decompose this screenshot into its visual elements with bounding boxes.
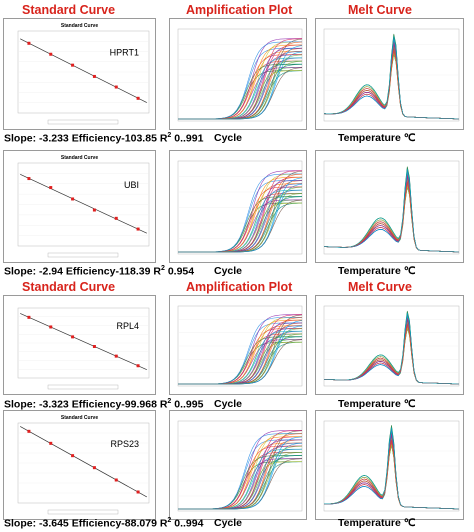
standard-curve-panel-4: Standard Curve RPS23 (3, 410, 156, 520)
r2-superscript-4: 2 (167, 517, 172, 524)
gene-label-1: HPRT1 (110, 48, 139, 58)
standard-curve-panel-2: Standard Curve UBI (3, 150, 156, 263)
melt-curve-2-24 (324, 168, 460, 253)
gene-label-3: RPL4 (116, 321, 139, 331)
melt-curve-3-24 (323, 313, 460, 385)
temperature-label-1: Temperature ℃ (338, 132, 416, 144)
amplification-panel-4 (169, 410, 307, 520)
temperature-label-4: Temperature ℃ (338, 517, 416, 529)
std-point-4-2 (49, 441, 53, 445)
r2-superscript-1: 2 (167, 132, 172, 139)
std-point-4-4 (92, 466, 96, 470)
melt-svg-2 (323, 160, 460, 255)
std-chart-title-2: Standard Curve (61, 155, 98, 161)
amplification-svg-3 (177, 305, 303, 387)
amplification-panel-1 (169, 18, 307, 130)
std-chart-title-1: Standard Curve (61, 23, 98, 29)
amplification-svg-2 (177, 160, 303, 255)
std-point-2-1 (27, 177, 31, 181)
slope-caption-2: Slope: -2.94 Efficiency-118.39 R2 0.954 (4, 265, 194, 278)
amplification-plot-header-1: Amplification Plot (186, 3, 293, 17)
melt-panel-1 (315, 18, 464, 130)
std-point-1-5 (114, 85, 118, 89)
std-point-2-5 (114, 216, 118, 220)
slope-text-3: Slope: -3.323 Efficiency-99.968 R (4, 398, 168, 411)
amplification-panel-3 (169, 295, 307, 395)
std-point-3-4 (92, 345, 96, 348)
r2-superscript-2: 2 (161, 265, 165, 272)
slope-caption-3: Slope: -3.323 Efficiency-99.968 R2 0..99… (4, 398, 203, 411)
std-point-1-6 (136, 96, 140, 100)
melt-svg-3 (323, 305, 460, 387)
slope-caption-4: Slope: -3.645 Efficiency-88.079 R2 0..99… (4, 517, 203, 530)
standard-curve-header-3: Standard Curve (22, 280, 116, 294)
standard-curve-svg-2: Standard Curve UBI (17, 155, 150, 258)
std-point-3-2 (49, 325, 53, 329)
std-point-4-6 (136, 490, 140, 494)
fit-line-3 (20, 313, 147, 371)
std-point-1-4 (92, 74, 96, 78)
melt-curve-header-3: Melt Curve (348, 280, 412, 294)
slope-text-4: Slope: -3.645 Efficiency-88.079 R (4, 517, 168, 530)
std-point-1-1 (27, 41, 31, 45)
melt-panel-3 (315, 295, 464, 395)
slope-text-1: Slope: -3.233 Efficiency-103.85 R (4, 132, 168, 145)
gene-label-4: RPS23 (110, 439, 139, 449)
amp-curve-4-32 (178, 436, 303, 510)
standard-curve-svg-3: RPL4 (17, 307, 150, 390)
fit-line-4 (20, 426, 147, 498)
amplification-svg-1 (177, 28, 303, 122)
fit-line-2 (20, 173, 147, 234)
melt-panel-4 (315, 410, 464, 520)
standard-curve-svg-1: Standard Curve HPRT1 (17, 23, 150, 125)
standard-curve-panel-1: Standard Curve HPRT1 (3, 18, 156, 130)
std-point-3-6 (136, 364, 140, 368)
slope-text-2: Slope: -2.94 Efficiency-118.39 R (4, 265, 161, 278)
std-point-2-2 (49, 186, 53, 190)
amp-curve-2-32 (178, 177, 303, 253)
melt-svg-1 (323, 28, 460, 122)
gene-label-2: UBI (124, 180, 139, 190)
amplification-svg-4 (177, 420, 303, 512)
std-point-3-1 (27, 315, 31, 319)
melt-curve-4-24 (324, 427, 460, 510)
fit-line-1 (20, 38, 147, 103)
standard-curve-svg-4: Standard Curve RPS23 (17, 415, 150, 515)
std-point-3-3 (71, 335, 75, 339)
standard-curve-panel-3: RPL4 (3, 295, 156, 395)
cycle-label-3: Cycle (214, 398, 243, 410)
r2-value-3: 0..995 (171, 398, 204, 411)
melt-panel-2 (315, 150, 464, 263)
std-chart-title-4: Standard Curve (61, 415, 98, 421)
std-point-3-5 (114, 354, 118, 358)
cycle-label-1: Cycle (214, 132, 243, 144)
amplification-plot-header-3: Amplification Plot (186, 280, 293, 294)
standard-curve-header-1: Standard Curve (22, 3, 116, 17)
melt-curve-header-1: Melt Curve (348, 3, 412, 17)
std-point-4-1 (27, 429, 31, 433)
melt-svg-4 (323, 420, 460, 512)
amp-curve-3-32 (178, 320, 303, 385)
cycle-label-4: Cycle (214, 517, 243, 529)
std-point-2-4 (92, 208, 96, 212)
std-point-2-3 (71, 197, 75, 201)
amplification-panel-2 (169, 150, 307, 263)
slope-caption-1: Slope: -3.233 Efficiency-103.85 R2 0..99… (4, 132, 203, 145)
melt-curve-1-24 (323, 36, 460, 120)
std-point-1-2 (49, 52, 53, 56)
temperature-label-3: Temperature ℃ (338, 398, 416, 410)
r2-value-4: 0..994 (171, 517, 204, 530)
cycle-label-2: Cycle (214, 265, 243, 277)
r2-superscript-3: 2 (167, 398, 172, 405)
std-point-1-3 (71, 63, 75, 67)
r2-value-2: 0.954 (164, 265, 195, 278)
amp-curve-1-32 (178, 45, 303, 120)
std-point-4-5 (114, 478, 118, 482)
std-point-2-6 (136, 227, 140, 231)
temperature-label-2: Temperature ℃ (338, 265, 416, 277)
r2-value-1: 0..991 (171, 132, 204, 145)
std-point-4-3 (71, 454, 75, 458)
